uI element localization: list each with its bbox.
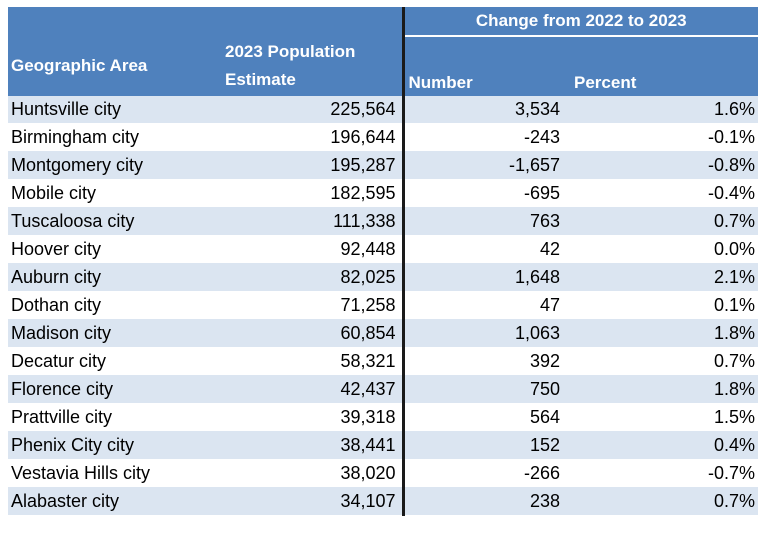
population-cell: 38,441: [213, 431, 405, 460]
population-cell: 82,025: [213, 263, 405, 292]
change-percent-cell: 0.0%: [566, 235, 759, 264]
area-cell: Birmingham city: [8, 123, 213, 152]
table-row: Hoover city 92,448 42 0.0%: [8, 235, 759, 264]
change-percent-cell: -0.4%: [566, 179, 759, 208]
change-percent-cell: 2.1%: [566, 263, 759, 292]
header-row-top: Change from 2022 to 2023: [8, 7, 759, 37]
header-row-columns: Geographic Area 2023 Population Estimate…: [8, 36, 759, 96]
table-row: Alabaster city 34,107 238 0.7%: [8, 487, 759, 516]
area-cell: Florence city: [8, 375, 213, 404]
column-header-population: 2023 Population Estimate: [213, 36, 405, 96]
population-cell: 111,338: [213, 207, 405, 236]
area-cell: Dothan city: [8, 291, 213, 320]
change-number-cell: -1,657: [403, 151, 566, 180]
change-number-cell: 564: [403, 403, 566, 432]
population-cell: 39,318: [213, 403, 405, 432]
table-row: Dothan city 71,258 47 0.1%: [8, 291, 759, 320]
change-number-cell: 750: [403, 375, 566, 404]
table-row: Montgomery city 195,287 -1,657 -0.8%: [8, 151, 759, 180]
population-table: Change from 2022 to 2023 Geographic Area…: [8, 7, 759, 516]
change-number-cell: 42: [403, 235, 566, 264]
change-number-cell: 152: [403, 431, 566, 460]
change-percent-cell: 0.4%: [566, 431, 759, 460]
population-cell: 58,321: [213, 347, 405, 376]
column-header-number: Number: [403, 36, 566, 96]
change-percent-cell: 0.1%: [566, 291, 759, 320]
population-cell: 34,107: [213, 487, 405, 516]
population-cell: 225,564: [213, 96, 405, 124]
area-cell: Montgomery city: [8, 151, 213, 180]
table-row: Prattville city 39,318 564 1.5%: [8, 403, 759, 432]
table-row: Huntsville city 225,564 3,534 1.6%: [8, 96, 759, 124]
area-cell: Phenix City city: [8, 431, 213, 460]
change-span-header: Change from 2022 to 2023: [403, 7, 759, 37]
change-percent-cell: 0.7%: [566, 207, 759, 236]
change-percent-cell: 1.8%: [566, 319, 759, 348]
change-percent-cell: -0.1%: [566, 123, 759, 152]
table-row: Vestavia Hills city 38,020 -266 -0.7%: [8, 459, 759, 488]
population-table-container: Change from 2022 to 2023 Geographic Area…: [8, 7, 759, 516]
change-percent-cell: -0.7%: [566, 459, 759, 488]
table-row: Birmingham city 196,644 -243 -0.1%: [8, 123, 759, 152]
table-row: Auburn city 82,025 1,648 2.1%: [8, 263, 759, 292]
column-header-percent: Percent: [566, 36, 759, 96]
change-number-cell: 47: [403, 291, 566, 320]
population-cell: 71,258: [213, 291, 405, 320]
area-cell: Huntsville city: [8, 96, 213, 124]
header-blank-cell: [8, 7, 405, 36]
population-cell: 92,448: [213, 235, 405, 264]
area-cell: Auburn city: [8, 263, 213, 292]
population-header-line1: 2023 Population: [225, 42, 356, 61]
change-number-cell: 3,534: [403, 96, 566, 124]
area-cell: Mobile city: [8, 179, 213, 208]
population-cell: 60,854: [213, 319, 405, 348]
population-header-line2: Estimate: [225, 70, 296, 89]
area-cell: Tuscaloosa city: [8, 207, 213, 236]
area-cell: Vestavia Hills city: [8, 459, 213, 488]
change-percent-cell: 1.5%: [566, 403, 759, 432]
change-number-cell: 238: [403, 487, 566, 516]
population-cell: 42,437: [213, 375, 405, 404]
area-cell: Hoover city: [8, 235, 213, 264]
table-row: Madison city 60,854 1,063 1.8%: [8, 319, 759, 348]
table-row: Tuscaloosa city 111,338 763 0.7%: [8, 207, 759, 236]
population-cell: 196,644: [213, 123, 405, 152]
change-percent-cell: 0.7%: [566, 347, 759, 376]
change-percent-cell: -0.8%: [566, 151, 759, 180]
change-number-cell: 1,063: [403, 319, 566, 348]
table-row: Decatur city 58,321 392 0.7%: [8, 347, 759, 376]
population-cell: 182,595: [213, 179, 405, 208]
change-number-cell: 1,648: [403, 263, 566, 292]
population-cell: 38,020: [213, 459, 405, 488]
column-header-area: Geographic Area: [8, 36, 213, 96]
change-number-cell: -266: [403, 459, 566, 488]
area-cell: Decatur city: [8, 347, 213, 376]
change-number-cell: 392: [403, 347, 566, 376]
change-number-cell: -243: [403, 123, 566, 152]
area-cell: Alabaster city: [8, 487, 213, 516]
population-cell: 195,287: [213, 151, 405, 180]
area-cell: Madison city: [8, 319, 213, 348]
table-row: Phenix City city 38,441 152 0.4%: [8, 431, 759, 460]
table-row: Mobile city 182,595 -695 -0.4%: [8, 179, 759, 208]
change-percent-cell: 1.6%: [566, 96, 759, 124]
area-cell: Prattville city: [8, 403, 213, 432]
change-percent-cell: 0.7%: [566, 487, 759, 516]
table-row: Florence city 42,437 750 1.8%: [8, 375, 759, 404]
change-number-cell: 763: [403, 207, 566, 236]
change-percent-cell: 1.8%: [566, 375, 759, 404]
change-number-cell: -695: [403, 179, 566, 208]
